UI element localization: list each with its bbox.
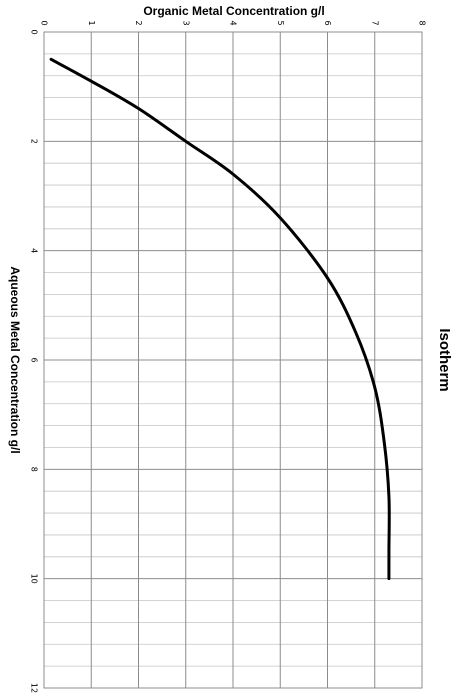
y-tick-label: 7: [370, 20, 379, 25]
series-layer: [49, 57, 391, 581]
x-tick-label: 10: [30, 574, 39, 584]
grid-lines: [43, 31, 423, 689]
x-tick-label: 2: [30, 139, 39, 144]
y-tick-label: 1: [87, 20, 96, 25]
y-tick-label: 2: [134, 20, 143, 25]
x-tick-label: 4: [30, 248, 39, 253]
x-axis-title: Aqueous Metal Concentration g/l: [8, 266, 22, 453]
y-tick-label: 4: [229, 20, 238, 25]
x-tick-label: 8: [30, 467, 39, 472]
x-tick-label: 12: [30, 683, 39, 693]
y-tick-label: 5: [276, 20, 285, 25]
y-tick-label: 6: [323, 20, 332, 25]
y-tick-label: 8: [418, 20, 427, 25]
x-tick-label: 0: [30, 29, 39, 34]
y-tick-label: 3: [181, 20, 190, 25]
x-tick-label: 6: [30, 357, 39, 362]
y-axis-title: Organic Metal Concentration g/l: [143, 4, 324, 18]
y-tick-label: 0: [40, 20, 49, 25]
chart-title: Isotherm: [436, 328, 453, 391]
isotherm-curve: [49, 57, 391, 581]
